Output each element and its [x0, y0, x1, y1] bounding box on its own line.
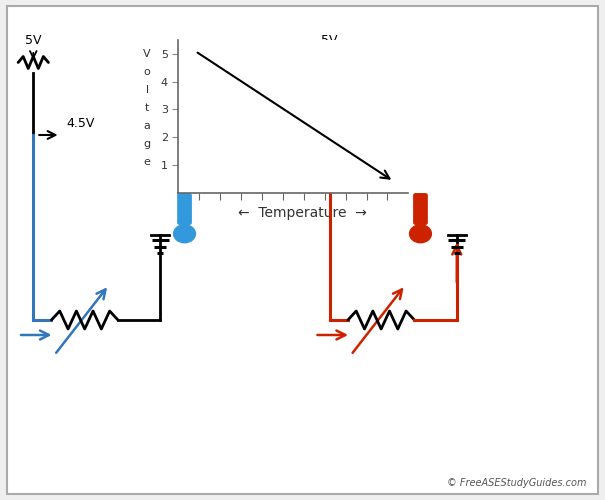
FancyBboxPatch shape	[414, 194, 427, 224]
Text: 1.0V: 1.0V	[363, 117, 391, 130]
Text: o: o	[144, 67, 151, 77]
Text: 5V: 5V	[25, 34, 42, 48]
Text: 4.5V: 4.5V	[67, 117, 95, 130]
Text: e: e	[144, 157, 151, 167]
Text: 5V: 5V	[321, 34, 338, 48]
Text: V: V	[143, 49, 151, 59]
Text: l: l	[146, 85, 149, 95]
Text: © FreeASEStudyGuides.com: © FreeASEStudyGuides.com	[447, 478, 587, 488]
Text: g: g	[143, 139, 151, 149]
Text: a: a	[144, 121, 151, 131]
FancyBboxPatch shape	[178, 194, 191, 224]
Circle shape	[410, 224, 431, 242]
Text: ←  Temperature  →: ← Temperature →	[238, 206, 367, 220]
Circle shape	[174, 224, 195, 242]
Text: t: t	[145, 103, 149, 113]
